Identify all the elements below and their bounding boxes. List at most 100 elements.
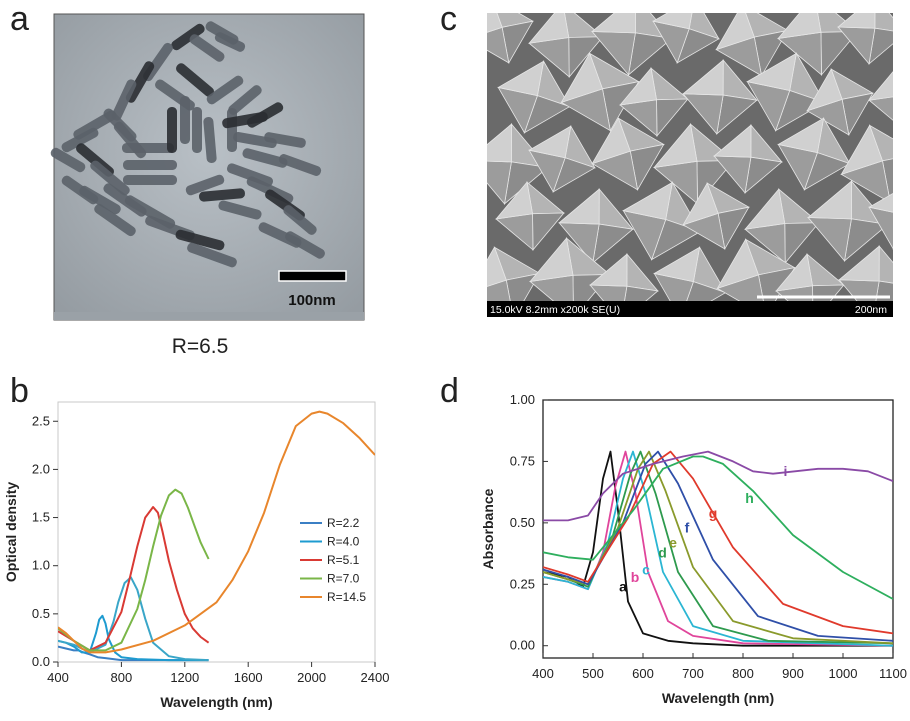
x-tick-label: 2000 xyxy=(297,670,326,685)
sem-image: 15.0kV 8.2mm x200k SE(U) 200nm xyxy=(487,13,893,317)
curve-label: f xyxy=(685,520,690,536)
panel-letter-c: c xyxy=(440,0,457,38)
series-line-r-14-5 xyxy=(58,410,375,654)
nanorod xyxy=(171,23,205,51)
nanorod xyxy=(258,222,302,248)
octahedron xyxy=(528,13,604,78)
x-tick-label: 900 xyxy=(782,666,804,681)
y-tick-label: 0.75 xyxy=(510,453,535,468)
curve-label: c xyxy=(642,561,650,577)
octahedron xyxy=(868,59,893,135)
panel-letter-b: b xyxy=(10,372,29,410)
chart-b: 400 800 1200 1600 2000 2400 0.0 0.5 1.0 1.5 2.0 2.5… xyxy=(3,401,390,710)
octahedron xyxy=(558,188,634,264)
series-line-r-5-1b xyxy=(58,506,210,652)
nanorod xyxy=(90,160,130,196)
curve-label: h xyxy=(745,490,754,506)
x-tick-label: 400 xyxy=(532,666,554,681)
curve-label: i xyxy=(784,463,788,479)
chart-d: 400 500 600 700 800 900 1000 1100 0.00 0.25 0.50 0.… xyxy=(480,392,907,706)
x-tick-label: 500 xyxy=(582,666,604,681)
series-line-f xyxy=(543,450,893,642)
tem-image: 100nm xyxy=(50,13,365,321)
series-line-r-4-0 xyxy=(58,614,209,662)
curve-label: a xyxy=(619,579,627,595)
nanorod xyxy=(176,63,214,97)
nanorod xyxy=(123,160,177,170)
octahedron xyxy=(840,124,893,204)
y-axis-title: Optical density xyxy=(3,482,19,583)
nanorod xyxy=(192,107,202,153)
nanorod xyxy=(113,121,147,159)
curve-label: b xyxy=(631,569,640,585)
tem-scale-label: 100nm xyxy=(288,292,336,309)
nanorod xyxy=(228,85,262,115)
octahedron xyxy=(713,124,783,194)
octahedron xyxy=(682,59,758,135)
octahedron xyxy=(487,246,541,303)
nanorod xyxy=(246,102,284,128)
nanorod xyxy=(123,175,177,185)
octahedron xyxy=(806,68,874,136)
x-tick-label: 1000 xyxy=(829,666,858,681)
y-tick-label: 1.5 xyxy=(32,510,50,525)
y-tick-label: 1.00 xyxy=(510,392,535,407)
x-tick-label: 1200 xyxy=(170,670,199,685)
nanorod xyxy=(111,79,137,121)
curve-label: d xyxy=(658,544,667,560)
nanorod xyxy=(242,148,288,168)
octahedron xyxy=(591,117,665,191)
nanorod xyxy=(214,32,246,52)
series-line-b xyxy=(543,450,893,647)
octahedron xyxy=(744,188,820,264)
octahedron xyxy=(652,13,720,64)
y-tick-label: 0.50 xyxy=(510,515,535,530)
series-line-a xyxy=(543,450,893,647)
y-tick-label: 1.0 xyxy=(32,558,50,573)
octahedron xyxy=(837,13,893,65)
plot-frame xyxy=(542,399,894,659)
x-tick-label: 700 xyxy=(682,666,704,681)
nanorod xyxy=(50,147,86,173)
x-tick-label: 800 xyxy=(111,670,133,685)
y-tick-label: 0.25 xyxy=(510,576,535,591)
nanorod xyxy=(185,174,225,196)
nanorod xyxy=(233,131,277,149)
octahedron xyxy=(807,180,889,262)
y-axis-title: Absorbance xyxy=(480,488,496,569)
nanorod xyxy=(218,200,262,220)
curve-label: e xyxy=(669,534,677,550)
y-tick-label: 0.5 xyxy=(32,606,50,621)
octahedron xyxy=(495,181,565,251)
nanorod xyxy=(187,242,237,268)
series-line-g xyxy=(543,450,893,635)
nanorod xyxy=(264,132,306,148)
y-tick-label: 2.5 xyxy=(32,413,50,428)
plot-frame xyxy=(57,401,376,663)
x-tick-label: 600 xyxy=(632,666,654,681)
y-tick-label: 2.0 xyxy=(32,461,50,476)
series-line-i xyxy=(543,450,893,522)
nanorod xyxy=(278,154,322,176)
series-line-d xyxy=(543,450,893,645)
nanorod xyxy=(189,34,225,62)
x-tick-label: 2400 xyxy=(361,670,390,685)
panel-letter-a: a xyxy=(10,0,29,38)
octahedron xyxy=(868,182,893,250)
octahedron xyxy=(682,182,750,250)
panel-a-caption: R=6.5 xyxy=(172,335,229,358)
series-line-r-7-0 xyxy=(58,488,210,652)
sem-info: 15.0kV 8.2mm x200k SE(U) xyxy=(490,304,620,316)
legend-label: R=7.0 xyxy=(327,572,360,586)
x-tick-label: 400 xyxy=(47,670,69,685)
legend-label: R=4.0 xyxy=(327,535,360,549)
nanorod xyxy=(61,127,99,153)
octahedron xyxy=(487,13,534,64)
nanorod xyxy=(167,107,177,153)
series-line-h xyxy=(543,455,893,600)
legend-label: R=14.5 xyxy=(327,590,366,604)
octahedron xyxy=(528,125,596,193)
y-tick-label: 0.00 xyxy=(510,638,535,653)
series-line-e xyxy=(543,450,893,645)
nanorods xyxy=(50,21,325,268)
